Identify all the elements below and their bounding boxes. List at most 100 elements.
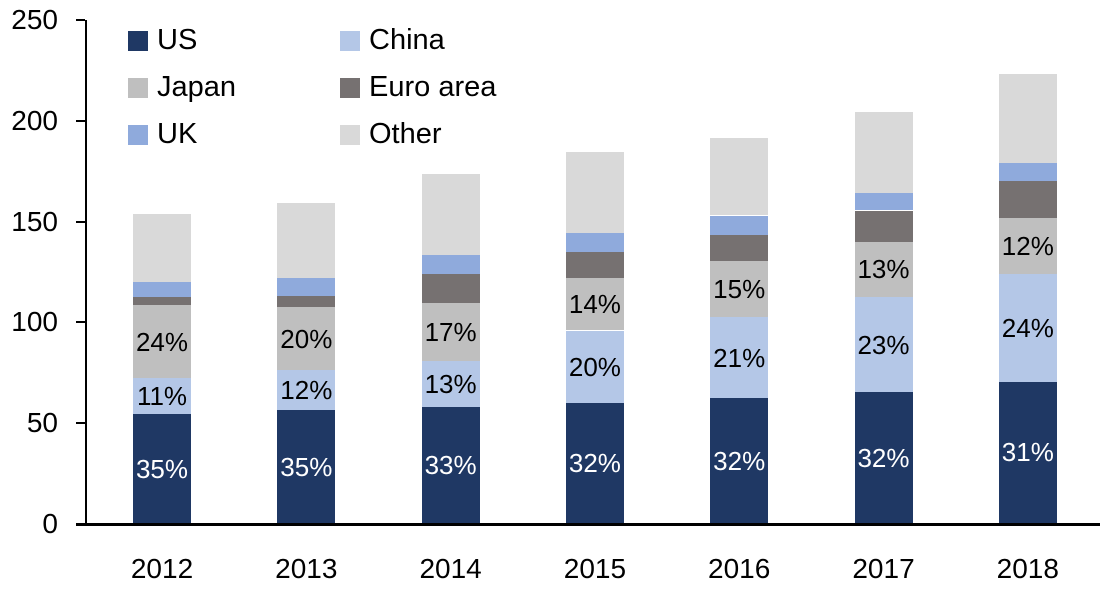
segment-label-japan-2014: 17% <box>424 317 477 348</box>
legend-item-us: US <box>128 26 340 55</box>
x-tick-label-2017: 2017 <box>852 553 915 584</box>
x-tick-label-2018: 2018 <box>996 553 1059 584</box>
legend: US China Japan Euro area UK Other <box>128 17 496 158</box>
y-tick-label: 100 <box>0 308 72 336</box>
bar-segment-euro-area-2017 <box>854 210 913 242</box>
y-tick <box>76 321 85 324</box>
segment-label-japan-2012: 24% <box>135 326 189 357</box>
y-axis-line <box>85 20 87 526</box>
y-tick-label-text: 100 <box>11 306 58 338</box>
y-tick-label-text: 200 <box>11 104 58 136</box>
x-tick-label-2013: 2013 <box>275 553 338 584</box>
bar-segment-china-2018: 24% <box>998 274 1057 382</box>
legend-label-china: China <box>369 24 445 56</box>
x-tick-label-2016: 2016 <box>708 553 771 584</box>
y-tick-label-text: 0 <box>42 508 58 539</box>
bar-segment-japan-2018: 12% <box>998 217 1057 274</box>
bar-segment-other-2017 <box>854 111 913 194</box>
bar-segment-japan-2015: 14% <box>565 278 624 331</box>
bar-segment-other-2013 <box>277 202 336 279</box>
legend-item-uk: UK <box>128 120 340 149</box>
legend-swatch-euro-area-icon <box>340 77 360 98</box>
segment-label-us-2012: 35% <box>135 453 189 484</box>
segment-label-china-2015: 20% <box>568 351 621 382</box>
legend-label-uk: UK <box>157 118 198 150</box>
x-tick-label-2015: 2015 <box>563 553 627 584</box>
segment-label-china-2014: 13% <box>424 368 477 399</box>
bar-segment-china-2014: 13% <box>421 360 480 408</box>
y-tick <box>76 220 85 223</box>
bar-segment-uk-2017 <box>854 193 913 211</box>
legend-item-other: Other <box>340 120 496 149</box>
legend-label-euro-area: Euro area <box>369 71 497 103</box>
x-tick-label-2012: 2012 <box>130 553 194 584</box>
y-tick-label: 250 <box>0 6 72 34</box>
y-tick-label: 150 <box>0 205 72 237</box>
segment-label-us-2016: 32% <box>713 445 766 476</box>
bar-segment-japan-2012: 24% <box>133 305 191 378</box>
bar-segment-us-2017: 32% <box>854 392 913 523</box>
legend-swatch-us-icon <box>128 30 148 51</box>
bar-segment-uk-2016 <box>710 215 769 235</box>
bar-segment-us-2013: 35% <box>277 410 336 523</box>
segment-label-china-2012: 11% <box>136 380 188 411</box>
bar-segment-uk-2015 <box>565 232 624 252</box>
segment-label-japan-2017: 13% <box>857 254 910 285</box>
segment-label-us-2015: 32% <box>568 448 621 478</box>
legend-item-japan: Japan <box>128 73 340 102</box>
segment-label-japan-2015: 14% <box>568 289 621 320</box>
y-tick-label: 200 <box>0 104 72 136</box>
y-tick-label-text: 150 <box>11 205 58 237</box>
bar-segment-other-2018 <box>998 74 1057 164</box>
y-tick-label-text: 250 <box>11 4 58 35</box>
bar-segment-china-2012: 11% <box>133 377 191 415</box>
legend-swatch-japan-icon <box>128 77 148 98</box>
bar-segment-uk-2013 <box>277 278 336 297</box>
bar-segment-china-2013: 12% <box>277 369 336 411</box>
y-tick <box>76 422 85 425</box>
bar-segment-uk-2012 <box>133 282 191 298</box>
legend-label-us: US <box>157 24 198 56</box>
legend-item-euro-area: Euro area <box>340 73 496 102</box>
bar-segment-euro-area-2015 <box>565 251 624 278</box>
segment-label-us-2014: 33% <box>424 450 477 481</box>
bar-segment-euro-area-2013 <box>277 296 336 308</box>
bar-segment-uk-2018 <box>998 163 1057 182</box>
bar-segment-japan-2017: 13% <box>854 241 913 298</box>
y-tick <box>76 19 85 21</box>
bar-segment-us-2015: 32% <box>565 403 624 523</box>
bar-segment-us-2012: 35% <box>133 414 191 523</box>
bar-segment-euro-area-2014 <box>421 274 480 304</box>
segment-label-china-2018: 24% <box>1001 312 1054 343</box>
bar-segment-other-2012 <box>133 213 191 282</box>
bar-segment-euro-area-2018 <box>998 181 1057 218</box>
bar-segment-us-2018: 31% <box>998 381 1057 523</box>
bar-segment-japan-2013: 20% <box>277 307 336 370</box>
legend-label-other: Other <box>369 118 442 150</box>
y-tick-label: 50 <box>0 409 72 437</box>
bar-segment-other-2016 <box>710 137 769 216</box>
bar-segment-china-2015: 20% <box>565 330 624 404</box>
x-axis-line <box>76 523 1100 526</box>
segment-label-china-2017: 23% <box>857 329 910 360</box>
legend-swatch-china-icon <box>340 30 360 51</box>
x-tick-label-2014: 2014 <box>419 553 482 584</box>
bar-segment-us-2014: 33% <box>421 407 480 523</box>
legend-swatch-other-icon <box>340 124 360 145</box>
segment-label-china-2013: 12% <box>280 374 333 405</box>
segment-label-us-2013: 35% <box>280 451 333 482</box>
bar-segment-other-2014 <box>421 174 480 255</box>
bar-segment-china-2016: 21% <box>710 317 769 398</box>
segment-label-us-2017: 32% <box>857 442 910 473</box>
bar-segment-china-2017: 23% <box>854 297 913 392</box>
y-tick <box>76 119 85 122</box>
legend-item-china: China <box>340 26 496 55</box>
segment-label-japan-2013: 20% <box>280 323 333 354</box>
bar-segment-euro-area-2012 <box>133 297 191 306</box>
segment-label-china-2016: 21% <box>713 342 766 373</box>
bar-segment-japan-2016: 15% <box>710 260 769 318</box>
legend-label-japan: Japan <box>157 71 237 103</box>
segment-label-japan-2016: 15% <box>713 274 766 305</box>
y-tick-label: 0 <box>0 510 72 538</box>
